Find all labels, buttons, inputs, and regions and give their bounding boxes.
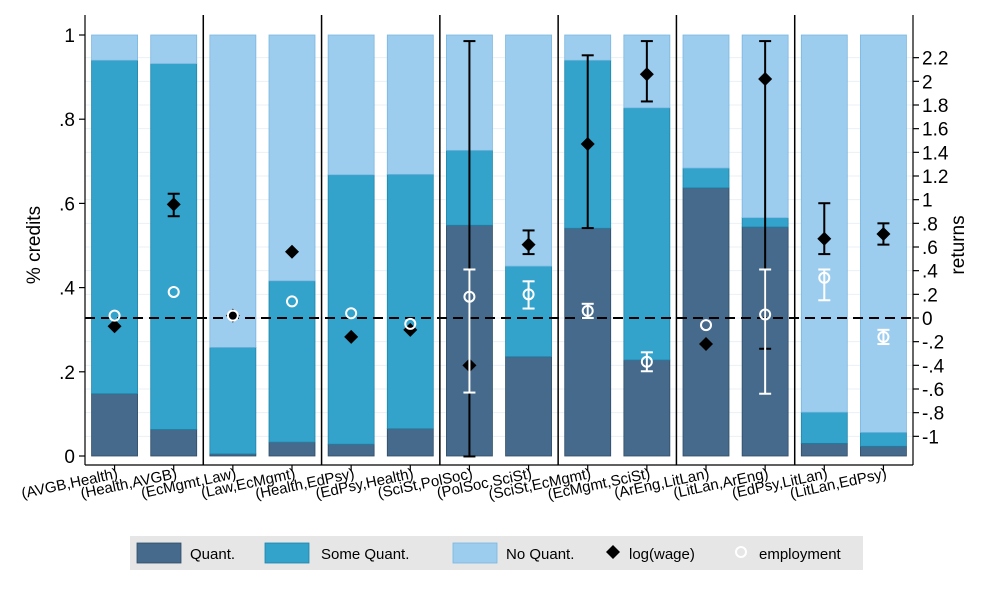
- bar-quant-12: [800, 442, 848, 457]
- employment-point-2: [226, 309, 239, 322]
- y-right-tick-label-7: .4: [922, 262, 938, 283]
- bar-no-quant-1: [150, 34, 198, 65]
- plot-background: [85, 15, 913, 465]
- employment-point-10: [700, 319, 712, 332]
- bar-no-quant-5: [386, 34, 434, 175]
- legend-swatch-some-quant: [264, 542, 310, 564]
- y-right-tick-label-8: .6: [922, 238, 938, 259]
- employment-point-6: [463, 290, 476, 303]
- log-wage-point-12: [817, 231, 832, 246]
- employment-point-1: [167, 285, 180, 298]
- bar-some-quant-3: [268, 280, 316, 443]
- pair-separators: [202, 15, 796, 465]
- legend-label-log-wage: log(wage): [629, 546, 695, 563]
- bar-some-quant-10: [682, 167, 730, 189]
- bar-some-quant-5: [386, 173, 434, 430]
- employment-point-5: [404, 317, 417, 330]
- x-tick-labels: (AVGB,Health)(Health,AVGB)(EcMgmt,Law)(L…: [20, 465, 888, 504]
- y-right-tick-label-16: 2.2: [922, 49, 948, 70]
- y-left-tick-label-2: .4: [59, 279, 75, 300]
- bar-no-quant-7: [505, 34, 552, 267]
- log-wage-point-3: [285, 244, 299, 259]
- axes: 0.2.4.6.81-1-.8-.6-.4-.20.2.4.6.811.21.4…: [59, 15, 949, 468]
- employment-point-0: [108, 309, 121, 322]
- bar-quant-10: [682, 187, 730, 457]
- bar-some-quant-1: [150, 63, 198, 430]
- y-right-tick-label-12: 1.4: [922, 143, 949, 164]
- log-wage-point-13: [876, 226, 891, 241]
- bar-quant-3: [268, 441, 316, 457]
- bar-some-quant-9: [623, 107, 671, 361]
- log-wage-point-10: [699, 337, 713, 352]
- bar-quant-9: [623, 359, 671, 457]
- bar-quant-7: [505, 356, 552, 457]
- legend-label-no-quant: No Quant.: [506, 546, 574, 563]
- legend-label-employment: employment: [759, 546, 842, 563]
- legend-marker-employment-icon: [735, 546, 747, 558]
- bar-quant-8: [564, 227, 612, 457]
- y-left-tick-label-4: .8: [59, 110, 75, 131]
- bar-quant-4: [327, 443, 375, 457]
- y-axis-right-title: returns: [948, 215, 969, 274]
- legend-label-some-quant: Some Quant.: [321, 546, 409, 563]
- bar-some-quant-0: [91, 59, 138, 395]
- log-wage-point-11: [758, 71, 773, 86]
- employment-point-4: [345, 307, 358, 320]
- employment-point-7: [522, 288, 535, 301]
- bar-some-quant-7: [505, 265, 552, 358]
- log-wage-point-8: [580, 137, 595, 152]
- legend-swatch-quant: [136, 542, 182, 564]
- bar-quant-1: [150, 429, 198, 457]
- employment-point-12: [818, 271, 831, 284]
- y-right-tick-label-13: 1.6: [922, 120, 948, 141]
- y-right-tick-label-0: -1: [922, 427, 939, 448]
- bar-quant-0: [91, 393, 138, 457]
- bar-some-quant-4: [327, 174, 375, 445]
- y-left-tick-label-0: 0: [64, 447, 75, 468]
- y-right-tick-label-4: -.2: [922, 333, 944, 354]
- y-right-tick-label-15: 2: [922, 72, 933, 93]
- log-wage-point-1: [166, 197, 181, 212]
- bar-some-quant-13: [860, 432, 907, 447]
- y-left-tick-label-5: 1: [64, 26, 75, 47]
- legend-label-quant: Quant.: [190, 546, 235, 563]
- y-right-tick-label-2: -.6: [922, 380, 944, 401]
- y-left-tick-label-1: .2: [59, 363, 75, 384]
- log-wage-point-7: [521, 237, 536, 252]
- y-right-tick-label-11: 1.2: [922, 167, 948, 188]
- bar-quant-5: [386, 428, 434, 457]
- bar-no-quant-2: [209, 34, 257, 348]
- employment-point-8: [581, 304, 594, 317]
- employment-point-13: [877, 330, 890, 343]
- legend-marker-log-wage-icon: [606, 545, 620, 559]
- y-right-tick-label-10: 1: [922, 191, 933, 212]
- y-right-tick-label-6: .2: [922, 285, 938, 306]
- employment-point-11: [759, 308, 772, 321]
- log-wage-point-0: [107, 319, 122, 334]
- y-axis-left-title: % credits: [24, 206, 45, 284]
- bar-no-quant-3: [268, 34, 316, 282]
- y-right-tick-label-14: 1.8: [922, 96, 948, 117]
- legend: Quant. Some Quant. No Quant. log(wage) e…: [130, 536, 863, 570]
- bar-some-quant-12: [800, 411, 848, 444]
- employment-series: [108, 268, 890, 395]
- bar-no-quant-4: [327, 34, 375, 176]
- y-right-tick-label-5: 0: [922, 309, 933, 330]
- employment-point-9: [640, 355, 653, 368]
- bar-no-quant-10: [682, 34, 730, 169]
- y-left-tick-label-3: .6: [59, 194, 75, 215]
- bar-some-quant-2: [209, 346, 257, 455]
- legend-swatch-no-quant: [452, 542, 498, 564]
- employment-point-3: [286, 295, 298, 308]
- y-right-tick-label-3: -.4: [922, 356, 945, 377]
- log-wage-point-9: [639, 67, 654, 82]
- bar-no-quant-0: [91, 34, 138, 61]
- bar-quant-13: [860, 445, 907, 457]
- y-right-tick-label-1: -.8: [922, 404, 944, 425]
- y-right-tick-label-9: .8: [922, 214, 938, 235]
- log-wage-point-4: [344, 329, 359, 344]
